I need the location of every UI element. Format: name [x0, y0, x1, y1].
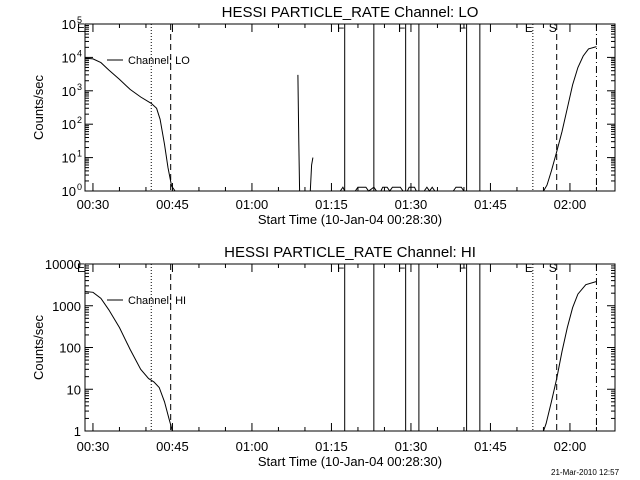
series-line [380, 186, 404, 192]
series-line [406, 186, 417, 192]
x-tick-label: 02:00 [554, 197, 587, 212]
y-tick-label: 10 [62, 84, 76, 99]
lo-channel-panel: HESSI PARTICLE_RATE Channel: LO Start Tim… [31, 4, 616, 227]
x-tick-label: 01:30 [395, 197, 428, 212]
hi-channel-panel: HESSI PARTICLE_RATE Channel: HI Start Tim… [31, 244, 616, 469]
plot-frame [84, 263, 616, 432]
marker-label: S [549, 21, 557, 35]
x-axis-label: Start Time (10-Jan-04 00:28:30) [258, 212, 442, 227]
x-tick-label: 00:45 [156, 197, 189, 212]
marker-label: E [525, 261, 533, 275]
y-axis-label: Counts/sec [31, 74, 46, 140]
marker-label: E [77, 21, 85, 35]
series-line [452, 186, 465, 192]
x-tick-label: 01:15 [315, 197, 348, 212]
plot-frame [84, 23, 616, 192]
legend-label: Channel: HI [128, 295, 186, 307]
series-line [543, 46, 597, 192]
y-axis-label: Counts/sec [31, 314, 46, 380]
y-tick-exponent: 1 [77, 149, 82, 159]
x-tick-label: 01:00 [236, 439, 269, 454]
marker-label: E [77, 261, 85, 275]
legend-label: Channel: LO [128, 55, 190, 67]
series-line [423, 186, 436, 192]
marker-label: F [398, 261, 405, 275]
x-tick-label: 01:45 [474, 197, 507, 212]
y-tick-label: 10000 [45, 257, 81, 272]
series-line [297, 74, 301, 192]
y-tick-exponent: 4 [77, 48, 82, 58]
series-line [84, 291, 173, 432]
y-tick-exponent: 2 [77, 115, 82, 125]
y-tick-label: 10 [62, 184, 76, 199]
x-tick-label: 00:30 [77, 197, 110, 212]
chart-title: HESSI PARTICLE_RATE Channel: HI [224, 244, 476, 261]
series-line [339, 186, 346, 192]
marker-label: F [459, 21, 466, 35]
marker-label: F [337, 21, 344, 35]
marker-label: F [337, 261, 344, 275]
y-tick-label: 10 [62, 151, 76, 166]
marker-label: F [459, 261, 466, 275]
y-tick-label: 1 [74, 424, 81, 439]
x-tick-label: 01:15 [315, 439, 348, 454]
x-tick-label: 00:30 [77, 439, 110, 454]
marker-label: S [549, 261, 557, 275]
marker-label: E [525, 21, 533, 35]
y-tick-exponent: 3 [77, 82, 82, 92]
x-axis-label: Start Time (10-Jan-04 00:28:30) [258, 454, 442, 469]
chart-title: HESSI PARTICLE_RATE Channel: LO [222, 4, 479, 21]
y-tick-label: 100 [59, 341, 81, 356]
y-tick-exponent: 5 [77, 15, 82, 25]
footer-timestamp: 21-Mar-2010 12:57 [551, 468, 620, 477]
x-tick-label: 01:30 [395, 439, 428, 454]
series-line [354, 186, 377, 192]
x-tick-label: 01:45 [474, 439, 507, 454]
y-tick-label: 10 [62, 17, 76, 32]
y-tick-label: 1000 [52, 299, 81, 314]
marker-label: F [398, 21, 405, 35]
series-line [84, 57, 176, 192]
x-tick-label: 02:00 [554, 439, 587, 454]
series-line [309, 157, 314, 192]
y-tick-label: 10 [67, 382, 81, 397]
x-tick-label: 01:00 [236, 197, 269, 212]
x-tick-label: 00:45 [156, 439, 189, 454]
y-tick-exponent: 0 [77, 182, 82, 192]
series-line [543, 281, 597, 432]
y-tick-label: 10 [62, 117, 76, 132]
y-tick-label: 10 [62, 50, 76, 65]
